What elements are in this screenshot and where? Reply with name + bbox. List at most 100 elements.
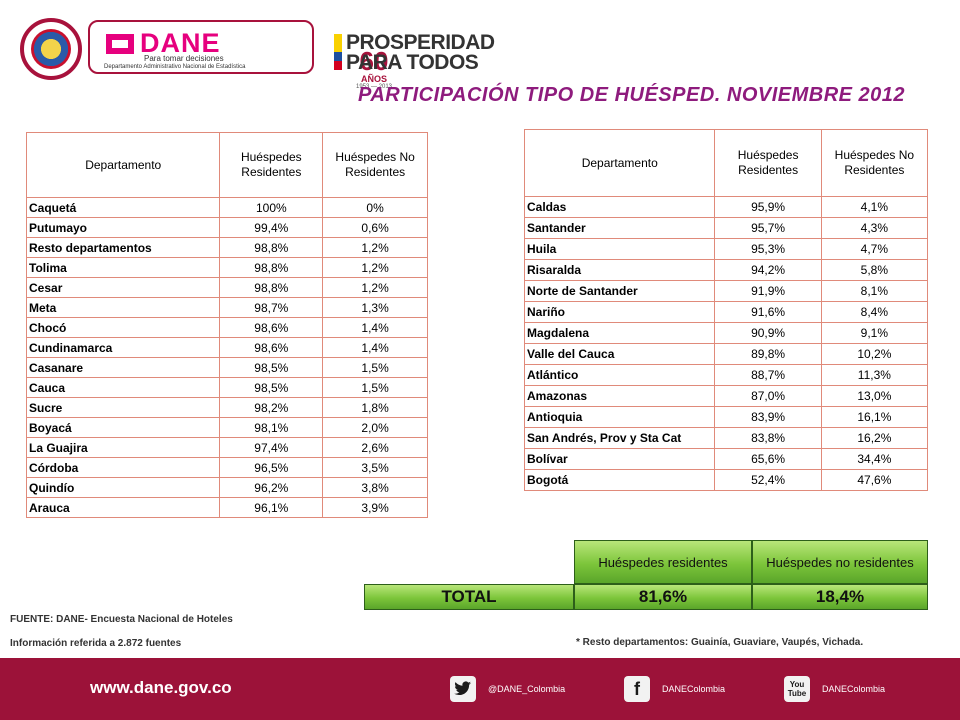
- no-residentes-cell: 5,8%: [820, 259, 929, 281]
- departamento-cell: Resto departamentos: [25, 237, 221, 258]
- header-residentes: Huéspedes Residentes: [219, 132, 324, 198]
- residentes-cell: 88,7%: [714, 364, 822, 386]
- table-left: Departamento Huéspedes Residentes Huéspe…: [25, 132, 428, 518]
- residentes-cell: 95,3%: [714, 238, 822, 260]
- facebook-handle[interactable]: DANEColombia: [662, 684, 726, 694]
- table-row: Cundinamarca 98,6% 1,4%: [25, 337, 428, 358]
- residentes-cell: 98,7%: [219, 297, 324, 318]
- table-row: Antioquia 83,9% 16,1%: [523, 406, 929, 428]
- departamento-cell: Chocó: [25, 317, 221, 338]
- departamento-cell: Córdoba: [25, 457, 221, 478]
- table-header-row: Departamento Huéspedes Residentes Huéspe…: [25, 132, 428, 198]
- departamento-cell: Casanare: [25, 357, 221, 378]
- residentes-cell: 65,6%: [714, 448, 822, 470]
- dane-mark-icon: [106, 34, 134, 54]
- no-residentes-cell: 0,6%: [322, 217, 428, 238]
- departamento-cell: La Guajira: [25, 437, 221, 458]
- table-row: Arauca 96,1% 3,9%: [25, 497, 428, 518]
- anniversary-label: AÑOS: [360, 74, 387, 84]
- residentes-cell: 98,5%: [219, 357, 324, 378]
- departamento-cell: Nariño: [523, 301, 716, 323]
- no-residentes-cell: 1,5%: [322, 377, 428, 398]
- no-residentes-cell: 4,7%: [820, 238, 929, 260]
- table-row: Risaralda 94,2% 5,8%: [523, 259, 929, 281]
- residentes-cell: 98,1%: [219, 417, 324, 438]
- no-residentes-cell: 2,0%: [322, 417, 428, 438]
- departamento-cell: Antioquia: [523, 406, 716, 428]
- residentes-cell: 94,2%: [714, 259, 822, 281]
- departamento-cell: San Andrés, Prov y Sta Cat: [523, 427, 716, 449]
- residentes-cell: 96,2%: [219, 477, 324, 498]
- departamento-cell: Sucre: [25, 397, 221, 418]
- youtube-icon[interactable]: You Tube: [784, 676, 810, 702]
- dane-logo: DANE Para tomar decisiones Departamento …: [88, 20, 392, 90]
- departamento-cell: Cesar: [25, 277, 221, 298]
- no-residentes-cell: 11,3%: [820, 364, 929, 386]
- residentes-cell: 87,0%: [714, 385, 822, 407]
- residentes-cell: 89,8%: [714, 343, 822, 365]
- table-row: Resto departamentos 98,8% 1,2%: [25, 237, 428, 258]
- table-row: Caquetá 100% 0%: [25, 197, 428, 218]
- table-row: Huila 95,3% 4,7%: [523, 238, 929, 260]
- table-row: Norte de Santander 91,9% 8,1%: [523, 280, 929, 302]
- departamento-cell: Bolívar: [523, 448, 716, 470]
- totals-header-no-residentes: Huéspedes no residentes: [752, 540, 928, 584]
- departamento-cell: Huila: [523, 238, 716, 260]
- departamento-cell: Bogotá: [523, 469, 716, 491]
- departamento-cell: Valle del Cauca: [523, 343, 716, 365]
- residentes-cell: 97,4%: [219, 437, 324, 458]
- facebook-icon[interactable]: f: [624, 676, 650, 702]
- no-residentes-cell: 1,8%: [322, 397, 428, 418]
- table-row: Magdalena 90,9% 9,1%: [523, 322, 929, 344]
- totals-panel: Huéspedes residentes Huéspedes no reside…: [364, 540, 928, 610]
- footer-website-link[interactable]: www.dane.gov.co: [90, 678, 232, 697]
- no-residentes-cell: 2,6%: [322, 437, 428, 458]
- totals-header-residentes: Huéspedes residentes: [574, 540, 752, 584]
- sources-count-note: Información referida a 2.872 fuentes: [10, 638, 182, 649]
- no-residentes-cell: 3,8%: [322, 477, 428, 498]
- departamento-cell: Arauca: [25, 497, 221, 518]
- table-header-row: Departamento Huéspedes Residentes Huéspe…: [523, 129, 929, 197]
- table-row: Sucre 98,2% 1,8%: [25, 397, 428, 418]
- residentes-cell: 83,9%: [714, 406, 822, 428]
- anniversary-number: 60: [359, 46, 389, 76]
- no-residentes-cell: 1,4%: [322, 317, 428, 338]
- twitter-icon[interactable]: [450, 676, 476, 702]
- header-residentes: Huéspedes Residentes: [714, 129, 822, 197]
- residentes-cell: 98,6%: [219, 337, 324, 358]
- table-row: Boyacá 98,1% 2,0%: [25, 417, 428, 438]
- no-residentes-cell: 47,6%: [820, 469, 929, 491]
- source-note: FUENTE: DANE- Encuesta Nacional de Hotel…: [10, 614, 233, 625]
- table-row: Amazonas 87,0% 13,0%: [523, 385, 929, 407]
- residentes-cell: 98,8%: [219, 257, 324, 278]
- coat-of-arms-icon: [31, 29, 71, 69]
- table-row: Meta 98,7% 1,3%: [25, 297, 428, 318]
- residentes-cell: 90,9%: [714, 322, 822, 344]
- prosperidad-line2: PARA TODOS: [346, 51, 479, 74]
- no-residentes-cell: 8,4%: [820, 301, 929, 323]
- residentes-cell: 98,8%: [219, 277, 324, 298]
- colombia-seal-logo: [20, 18, 82, 80]
- youtube-handle[interactable]: DANEColombia: [822, 684, 886, 694]
- residentes-cell: 98,6%: [219, 317, 324, 338]
- no-residentes-cell: 1,5%: [322, 357, 428, 378]
- residentes-cell: 83,8%: [714, 427, 822, 449]
- no-residentes-cell: 16,1%: [820, 406, 929, 428]
- departamento-cell: Cundinamarca: [25, 337, 221, 358]
- anniversary-logo: 60 AÑOS 1953 — 2013: [354, 48, 394, 90]
- table-right: Departamento Huéspedes Residentes Huéspe…: [523, 129, 929, 491]
- departamento-cell: Atlántico: [523, 364, 716, 386]
- totals-label: TOTAL: [364, 584, 574, 610]
- twitter-handle[interactable]: @DANE_Colombia: [488, 684, 566, 694]
- no-residentes-cell: 1,2%: [322, 237, 428, 258]
- no-residentes-cell: 8,1%: [820, 280, 929, 302]
- residentes-cell: 95,7%: [714, 217, 822, 239]
- residentes-cell: 99,4%: [219, 217, 324, 238]
- header-no-residentes: Huéspedes No Residentes: [322, 132, 428, 198]
- table-row: La Guajira 97,4% 2,6%: [25, 437, 428, 458]
- table-row: Córdoba 96,5% 3,5%: [25, 457, 428, 478]
- prosperidad-flag-icon: [334, 34, 342, 70]
- table-row: Bogotá 52,4% 47,6%: [523, 469, 929, 491]
- no-residentes-cell: 0%: [322, 197, 428, 218]
- table-row: Cesar 98,8% 1,2%: [25, 277, 428, 298]
